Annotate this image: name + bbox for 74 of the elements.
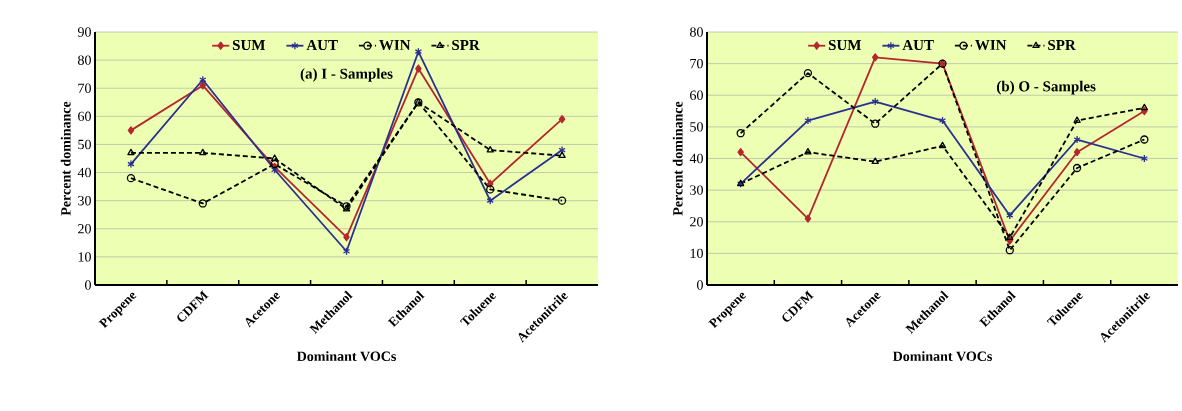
x-axis-title: Dominant VOCs bbox=[296, 351, 396, 362]
point bbox=[198, 199, 207, 208]
point bbox=[199, 81, 207, 90]
point bbox=[871, 53, 879, 62]
point bbox=[1005, 246, 1014, 255]
point bbox=[270, 154, 279, 161]
point bbox=[736, 129, 745, 138]
y-tick-label: 50 bbox=[690, 122, 703, 132]
point bbox=[127, 159, 135, 169]
y-axis-title: Percent dominance bbox=[60, 101, 71, 216]
point bbox=[415, 64, 422, 73]
point bbox=[1140, 154, 1149, 163]
point bbox=[1073, 135, 1081, 144]
point bbox=[871, 119, 880, 128]
annotation: (b) O - Samples bbox=[996, 80, 1096, 95]
point bbox=[127, 126, 135, 135]
y-tick-label: 80 bbox=[690, 27, 703, 37]
point bbox=[871, 157, 879, 165]
point bbox=[804, 148, 812, 155]
y-tick-label: 50 bbox=[78, 139, 91, 150]
point bbox=[126, 174, 136, 183]
point bbox=[1073, 148, 1081, 157]
y-tick-label: 70 bbox=[78, 83, 91, 93]
legend-label: SUM bbox=[828, 40, 862, 51]
y-tick-label: 40 bbox=[689, 153, 703, 164]
point bbox=[414, 47, 423, 56]
point bbox=[199, 148, 207, 156]
point bbox=[1006, 211, 1014, 220]
point bbox=[1006, 233, 1014, 240]
point bbox=[558, 151, 566, 159]
y-tick-label: 30 bbox=[690, 185, 703, 195]
legend-label: AUT bbox=[306, 40, 338, 51]
y-tick-label: 30 bbox=[78, 195, 91, 206]
point bbox=[804, 214, 812, 223]
point bbox=[558, 114, 566, 124]
legend-label: SUM bbox=[232, 40, 266, 51]
y-tick-label: 20 bbox=[78, 224, 91, 234]
legend-label: WIN bbox=[975, 40, 1007, 51]
y-tick-label: 0 bbox=[697, 280, 703, 290]
y-tick-label: 0 bbox=[85, 280, 91, 290]
point bbox=[486, 185, 495, 194]
point bbox=[803, 68, 813, 78]
y-tick-label: 40 bbox=[77, 167, 91, 178]
point bbox=[557, 196, 567, 205]
y-tick-label: 70 bbox=[690, 58, 703, 69]
y-tick-label: 10 bbox=[690, 248, 703, 259]
point bbox=[199, 75, 207, 84]
legend-label: SPR bbox=[1048, 40, 1076, 51]
annotation: (a) I - Samples bbox=[300, 68, 393, 82]
x-axis-title: Dominant VOCs bbox=[892, 351, 992, 362]
point bbox=[737, 148, 744, 157]
y-tick-label: 90 bbox=[77, 27, 91, 37]
point bbox=[1072, 163, 1082, 173]
point bbox=[938, 141, 947, 149]
point bbox=[1073, 116, 1081, 123]
point bbox=[486, 145, 494, 153]
point bbox=[127, 148, 135, 156]
y-axis-title: Percent dominance bbox=[672, 101, 683, 216]
legend-label: AUT bbox=[902, 40, 934, 51]
point bbox=[871, 97, 879, 106]
y-tick-label: 80 bbox=[78, 55, 91, 65]
point bbox=[343, 233, 350, 242]
point bbox=[804, 116, 812, 125]
y-tick-label: 60 bbox=[690, 90, 703, 100]
y-tick-label: 60 bbox=[78, 111, 91, 122]
point bbox=[342, 247, 351, 256]
point bbox=[1140, 135, 1149, 144]
point bbox=[1140, 103, 1149, 111]
legend-label: WIN bbox=[379, 40, 411, 51]
legend-label: SPR bbox=[452, 40, 480, 51]
point bbox=[486, 196, 494, 205]
y-tick-label: 10 bbox=[78, 252, 91, 262]
y-tick-label: 20 bbox=[690, 217, 703, 227]
point bbox=[938, 116, 947, 125]
